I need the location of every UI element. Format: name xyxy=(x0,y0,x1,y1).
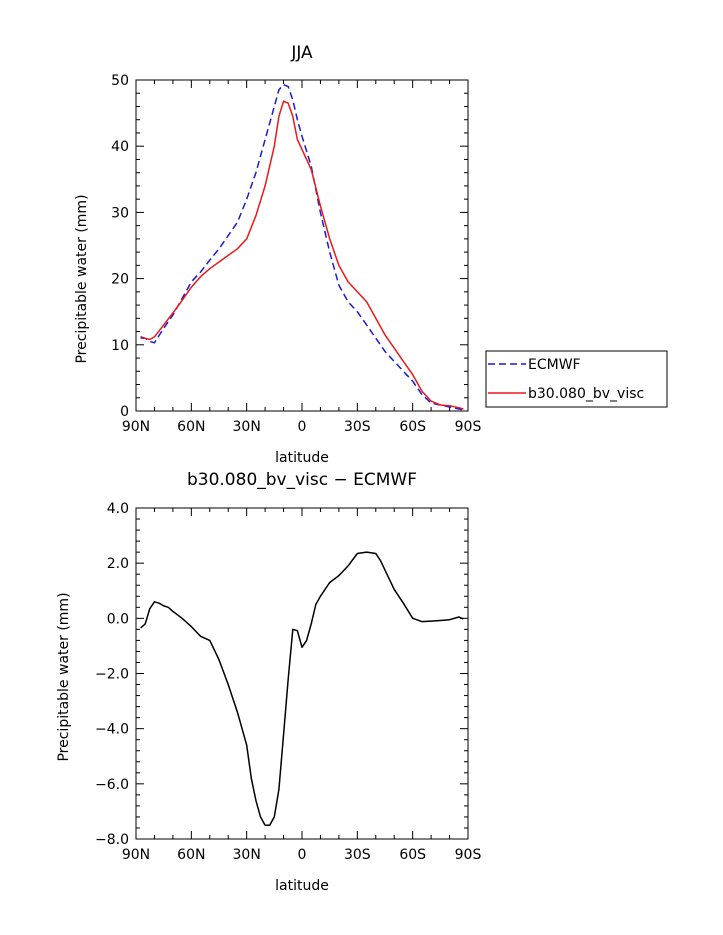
y-tick-label: 40 xyxy=(111,139,129,155)
x-tick-label: 30S xyxy=(344,847,371,863)
x-tick-label: 60N xyxy=(177,419,205,435)
axis-ticks: 90N 60N 30N 0 30S 60S 90S 0 10 20 30 40 50 xyxy=(111,73,481,435)
y-tick-label: 10 xyxy=(111,338,129,354)
x-tick-label: 0 xyxy=(298,847,307,863)
series-line-difference xyxy=(140,551,464,826)
x-tick-label: 0 xyxy=(298,419,307,435)
x-tick-label: 90S xyxy=(455,847,482,863)
x-tick-label: 30N xyxy=(233,419,261,435)
x-tick-label: 90N xyxy=(122,419,150,435)
x-tick-label: 30N xyxy=(233,847,261,863)
chart-title: b30.080_bv_visc − ECMWF xyxy=(187,470,417,490)
x-tick-label: 60S xyxy=(399,847,426,863)
axis-ticks: 90N 60N 30N 0 30S 60S 90S 4.0 2.0 0.0 −2.0 −4.0 −6.0… xyxy=(95,501,481,863)
series-line-b30-080-bv-visc xyxy=(140,100,464,410)
plot-frame xyxy=(135,507,469,840)
y-tick-label: −6.0 xyxy=(95,777,129,793)
chart-difference: b30.080_bv_visc − ECMWF Precipitable wat… xyxy=(56,470,481,894)
y-tick-label: 30 xyxy=(111,205,129,221)
plot-frame xyxy=(135,79,469,412)
y-tick-label: 4.0 xyxy=(107,501,129,517)
plot-series xyxy=(140,551,464,826)
y-tick-label: 2.0 xyxy=(107,556,129,572)
y-tick-label: 0.0 xyxy=(107,611,129,627)
x-tick-label: 60S xyxy=(399,419,426,435)
x-axis-label: latitude xyxy=(275,878,329,894)
y-tick-label: 50 xyxy=(111,73,129,89)
y-axis-label: Precipitable water (mm) xyxy=(74,194,90,363)
x-tick-label: 30S xyxy=(344,419,371,435)
y-tick-label: −2.0 xyxy=(95,667,129,683)
chart-title: JJA xyxy=(290,43,313,63)
x-tick-label: 60N xyxy=(177,847,205,863)
x-tick-label: 90N xyxy=(122,847,150,863)
series-line-ecmwf xyxy=(140,83,464,411)
x-axis-label: latitude xyxy=(275,450,329,466)
y-tick-label: 0 xyxy=(120,404,129,420)
y-tick-label: −8.0 xyxy=(95,832,129,848)
chart-precipitable-water-jja: JJA Precipitable water (mm) latitude 90N… xyxy=(74,43,481,466)
y-tick-label: −4.0 xyxy=(95,722,129,738)
y-axis-label: Precipitable water (mm) xyxy=(56,592,72,761)
legend-label-b30-080-bv-visc: b30.080_bv_visc xyxy=(528,386,644,402)
legend-label-ecmwf: ECMWF xyxy=(528,357,581,373)
legend: ECMWF b30.080_bv_visc xyxy=(485,350,668,408)
y-tick-label: 20 xyxy=(111,272,129,288)
x-tick-label: 90S xyxy=(455,419,482,435)
legend-box xyxy=(485,350,668,408)
plot-series xyxy=(140,83,464,411)
